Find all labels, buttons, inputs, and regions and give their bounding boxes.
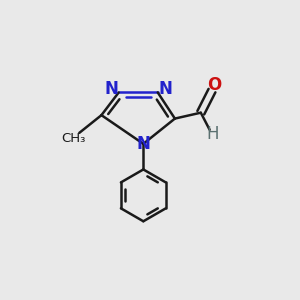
Text: N: N	[136, 135, 150, 153]
Text: N: N	[158, 80, 172, 98]
Text: CH₃: CH₃	[61, 132, 86, 145]
Text: H: H	[206, 125, 219, 143]
Text: N: N	[104, 80, 118, 98]
Text: O: O	[207, 76, 221, 94]
